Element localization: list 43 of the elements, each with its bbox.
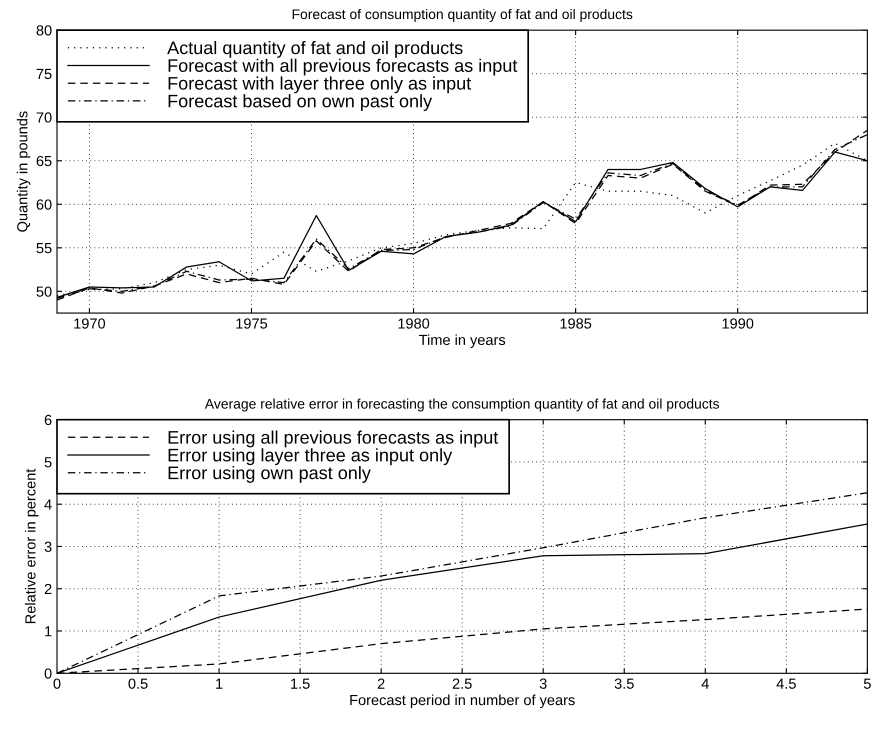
- x-tick-label: 0: [54, 678, 60, 689]
- x-tick-label: 2: [378, 678, 384, 689]
- x-tick-label: 1985: [560, 318, 592, 329]
- legend-label: Forecast with layer three only as input: [168, 76, 472, 94]
- y-tick-label: 70: [36, 112, 52, 123]
- legend-label: Error using layer three as input only: [168, 448, 452, 466]
- y-axis-title: Relative error in percent: [24, 468, 38, 624]
- x-tick-label: 4.5: [776, 678, 796, 689]
- y-tick-label: 4: [44, 499, 52, 510]
- legend-label: Forecast with all previous forecasts as input: [168, 58, 518, 76]
- x-tick-label: 4: [702, 678, 709, 689]
- x-tick-label: 0.5: [128, 678, 148, 689]
- x-axis-title: Time in years: [419, 334, 506, 348]
- y-tick-label: 5: [44, 457, 52, 468]
- y-tick-label: 50: [36, 286, 52, 297]
- x-tick-label: 1.5: [291, 678, 310, 689]
- x-tick-label: 5: [864, 678, 871, 689]
- x-tick-label: 3.5: [614, 678, 634, 689]
- y-tick-label: 55: [36, 243, 52, 254]
- x-tick-label: 1975: [236, 318, 268, 329]
- chart-title: Average relative error in forecasting the consumption quantity of fat and oil products: [204, 398, 720, 412]
- y-tick-label: 0: [44, 668, 52, 679]
- x-axis-title: Forecast period in number of years: [350, 694, 575, 708]
- x-tick-label: 1: [216, 678, 222, 689]
- x-tick-label: 1980: [398, 318, 430, 329]
- y-axis-title: Quantity in pounds: [16, 111, 30, 232]
- legend-label: Forecast based on own past only: [168, 94, 432, 111]
- y-tick-label: 2: [44, 584, 52, 594]
- y-tick-label: 80: [36, 25, 52, 36]
- x-tick-label: 3: [540, 678, 547, 689]
- legend-label: Error using all previous forecasts as input: [168, 430, 498, 448]
- x-tick-label: 1990: [722, 318, 754, 329]
- legend-label: Error using own past only: [168, 466, 371, 483]
- y-tick-label: 60: [36, 199, 52, 210]
- y-tick-label: 1: [45, 626, 52, 636]
- x-tick-label: 2.5: [452, 678, 472, 689]
- legend-label: Actual quantity of fat and oil products: [167, 40, 463, 58]
- y-tick-label: 6: [44, 414, 52, 426]
- y-tick-label: 75: [36, 68, 52, 80]
- x-tick-label: 1970: [74, 318, 106, 329]
- y-tick-label: 3: [44, 542, 52, 552]
- chart-title: Forecast of consumption quantity of fat and oil products: [292, 8, 632, 22]
- y-tick-label: 65: [36, 156, 52, 166]
